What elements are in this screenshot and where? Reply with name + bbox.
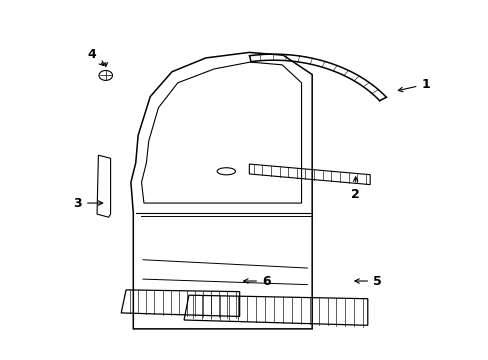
Text: 1: 1 — [397, 78, 429, 92]
Text: 3: 3 — [73, 197, 102, 210]
Text: 2: 2 — [350, 177, 359, 201]
Text: 4: 4 — [88, 48, 103, 66]
Text: 5: 5 — [354, 275, 381, 288]
Text: 6: 6 — [243, 275, 270, 288]
